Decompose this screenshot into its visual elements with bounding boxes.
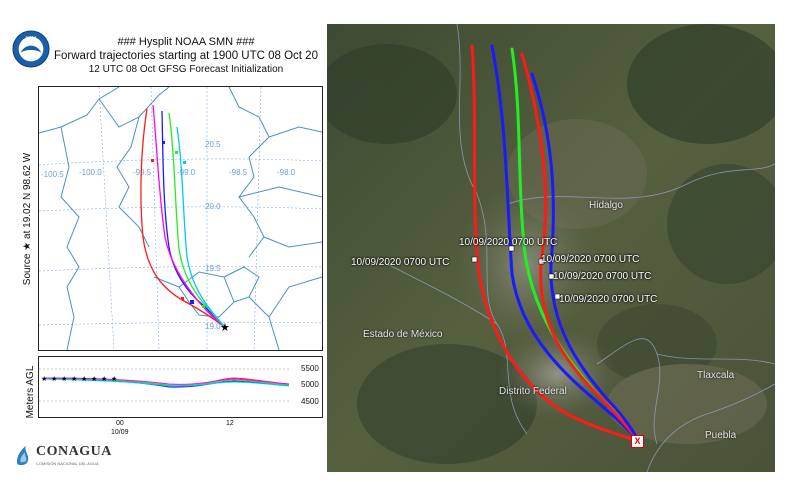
lon-tick-label: -98.0 [277, 168, 296, 177]
endpoint-label: 10/09/2020 0700 UTC [553, 271, 652, 282]
svg-text:NOAA: NOAA [26, 36, 37, 40]
height-trace-magenta [43, 377, 290, 385]
lat-tick-label: 20.5 [205, 140, 221, 149]
title-line-2: Forward trajectories starting at 1900 UT… [54, 50, 318, 62]
noaa-logo: NOAA [12, 30, 50, 68]
trajectory-plot: -100.5 -100.0 -99.5 -99.0 -98.5 -98.0 20… [38, 86, 323, 351]
trajectory-magenta [152, 104, 226, 328]
conagua-subtitle: COMISIÓN NACIONAL DEL AGUA [36, 461, 99, 466]
lat-tick-label: 20.0 [205, 202, 221, 211]
svg-text:★: ★ [111, 375, 117, 383]
height-plot: 5216 5500 5000 4500 ★★★ ★★★ ★★ [38, 356, 323, 418]
trajectory-cyan [176, 126, 226, 328]
plot-title: ### Hysplit NOAA SMN ### Forward traject… [52, 36, 320, 76]
lon-tick-label: -99.5 [133, 168, 152, 177]
lon-tick-label: -98.5 [229, 168, 248, 177]
title-line-3: 12 UTC 08 Oct GFSG Forecast Initializati… [88, 64, 284, 75]
height-x-axis: 00 12 10/09 [38, 418, 321, 440]
endpoint-label: 10/09/2020 0700 UTC [459, 237, 558, 248]
svg-text:★: ★ [71, 375, 77, 383]
place-label-tlaxcala: Tlaxcala [697, 370, 735, 381]
map-trajectory-blue [490, 44, 641, 443]
conagua-logo [17, 445, 29, 466]
height-tick-label: 4500 [301, 397, 319, 406]
map-trajectory-red [470, 44, 641, 443]
trajectory-blue [161, 110, 226, 328]
hysplit-panel: NOAA ### Hysplit NOAA SMN ### Forward tr… [0, 0, 328, 482]
source-marker-icon: X [631, 435, 644, 448]
satellite-map-svg [327, 24, 775, 472]
height-plot-svg: 5216 5500 5000 4500 ★★★ ★★★ ★★ [39, 364, 319, 406]
lon-tick-label: -100.0 [79, 168, 102, 177]
endpoint-label: 10/09/2020 0700 UTC [559, 294, 658, 305]
height-x-tick: 12 [226, 420, 234, 427]
height-trace-cyan [43, 378, 290, 387]
height-x-tick: 00 [116, 420, 124, 427]
svg-text:★: ★ [61, 375, 67, 383]
place-label-distrito-federal: Distrito Federal [499, 386, 567, 397]
lon-tick-label: -100.5 [41, 170, 64, 179]
trajectory-map-svg: -100.5 -100.0 -99.5 -99.0 -98.5 -98.0 20… [39, 87, 322, 350]
svg-text:★: ★ [81, 375, 87, 383]
height-trace-green [43, 377, 290, 386]
place-label-estado-de-mexico: Estado de México [363, 329, 443, 340]
height-x-date: 10/09 [111, 429, 129, 436]
height-axis-label: Meters AGL [25, 365, 36, 419]
svg-text:★: ★ [101, 375, 107, 383]
source-star-icon: ★ [220, 322, 230, 334]
satellite-map: 10/09/2020 0700 UTC 10/09/2020 0700 UTC … [327, 24, 775, 472]
trajectory-green [168, 112, 226, 328]
lon-tick-label: -99.0 [177, 168, 196, 177]
endpoint-label: 10/09/2020 0700 UTC [351, 257, 450, 268]
height-tick-label: 5500 [301, 364, 319, 373]
endpoint-label: 10/09/2020 0700 UTC [541, 254, 640, 265]
lat-tick-label: 19.0 [205, 322, 221, 331]
trajectory-red [140, 108, 226, 328]
place-label-puebla: Puebla [705, 430, 737, 441]
map-trajectory-red-2 [520, 52, 641, 443]
source-location-label: Source ★ at 19.02 N 98.62 W [22, 152, 33, 286]
title-line-1: ### Hysplit NOAA SMN ### [117, 36, 255, 48]
svg-text:★: ★ [41, 375, 47, 383]
lat-tick-label: 19.5 [205, 264, 221, 273]
svg-text:★: ★ [51, 375, 57, 383]
svg-text:★: ★ [91, 375, 97, 383]
height-tick-label: 5000 [301, 380, 319, 389]
place-label-hidalgo: Hidalgo [589, 200, 623, 211]
map-trajectory-blue-2 [530, 72, 641, 443]
conagua-name: CONAGUA [36, 444, 112, 459]
